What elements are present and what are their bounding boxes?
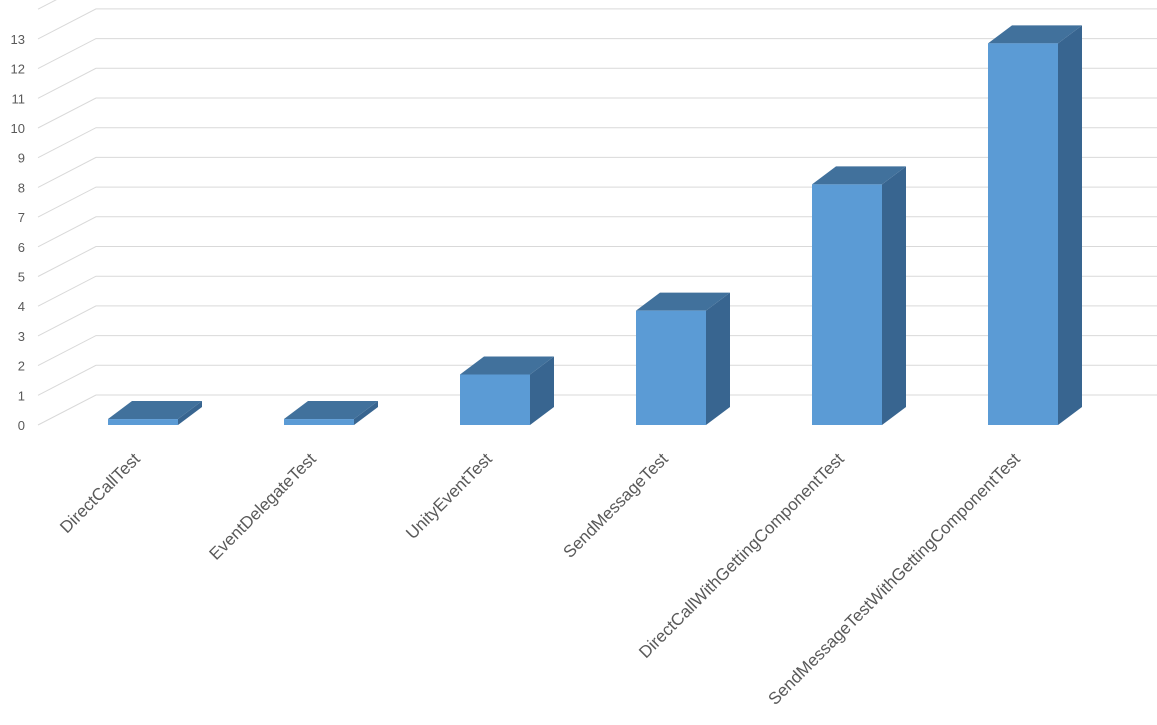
gridline <box>37 0 57 10</box>
x-tick-label: DirectCallTest <box>56 449 144 537</box>
y-tick-label: 8 <box>18 180 25 195</box>
gridline <box>37 97 1157 129</box>
y-tick-label: 10 <box>11 121 25 136</box>
bar-top <box>988 25 1082 44</box>
bar-front <box>108 419 178 425</box>
gridline <box>37 305 1157 337</box>
bar-top <box>636 292 730 311</box>
bar-UnityEventTest <box>460 356 554 425</box>
bar-side <box>706 292 730 425</box>
bar-side <box>530 356 554 425</box>
x-tick-label: EventDelegateTest <box>205 449 320 564</box>
bar-front <box>988 43 1058 425</box>
bar-DirectCallTest <box>108 401 202 425</box>
bar-front <box>460 374 530 425</box>
y-tick-label: 12 <box>11 62 25 77</box>
gridline <box>37 275 1157 307</box>
gridline <box>37 8 1157 40</box>
y-tick-label: 0 <box>18 418 25 433</box>
bar-side <box>354 401 378 425</box>
bar-EventDelegateTest <box>284 401 378 425</box>
gridline <box>37 127 1157 159</box>
y-tick-label: 9 <box>18 151 25 166</box>
bar-SendMessageTest <box>636 292 730 425</box>
bar-side <box>882 166 906 425</box>
bar-front <box>812 184 882 425</box>
y-tick-label: 13 <box>11 32 25 47</box>
x-tick-label: UnityEventTest <box>402 449 496 543</box>
gridline <box>37 38 1157 70</box>
bar-front <box>636 310 706 425</box>
x-axis-labels: DirectCallTest EventDelegateTest UnityEven… <box>56 449 1024 709</box>
bar-front <box>284 419 354 425</box>
gridline <box>37 216 1157 248</box>
gridline <box>37 335 1157 367</box>
gridline <box>37 394 1157 426</box>
y-tick-label: 2 <box>18 359 25 374</box>
bar-top <box>812 166 906 185</box>
y-tick-label: 6 <box>18 240 25 255</box>
gridline <box>37 156 1157 188</box>
y-tick-label: 3 <box>18 329 25 344</box>
y-tick-label: 11 <box>12 91 26 106</box>
y-tick-label: 4 <box>18 299 25 314</box>
bars <box>108 25 1082 425</box>
y-tick-label: 1 <box>18 388 25 403</box>
gridlines <box>37 0 1157 426</box>
bar-side <box>178 401 202 425</box>
bar-DirectCallWithGettingComponentTest <box>812 166 906 425</box>
bar-side <box>1058 25 1082 425</box>
x-tick-label: DirectCallWithGettingComponentTest <box>635 449 848 662</box>
x-tick-label: SendMessageTest <box>559 449 672 562</box>
y-tick-label: 7 <box>18 210 25 225</box>
gridline <box>37 364 1157 396</box>
bar-top <box>284 401 378 420</box>
bar-SendMessageTestWithGettingComponentTest <box>988 25 1082 425</box>
gridline <box>37 67 1157 99</box>
gridline <box>37 246 1157 277</box>
y-tick-label: 5 <box>18 270 25 285</box>
bar-top <box>460 356 554 375</box>
gridline <box>37 186 1157 218</box>
bar-top <box>108 401 202 420</box>
